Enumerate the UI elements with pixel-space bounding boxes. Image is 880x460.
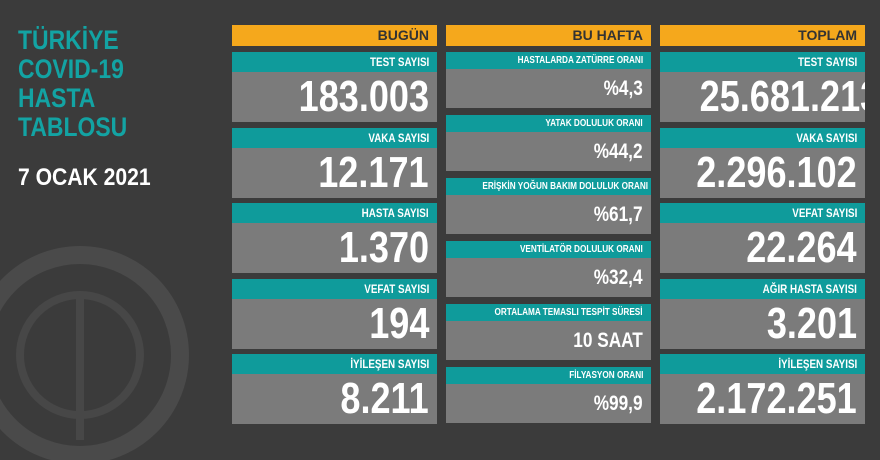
label-text: VAKA SAYISI — [368, 130, 429, 145]
value-text: 8.211 — [340, 374, 429, 423]
row-label: AĞIR HASTA SAYISI — [660, 278, 865, 299]
row-label: İYİLEŞEN SAYISI — [660, 354, 865, 374]
row-value: %61,7 — [446, 195, 651, 234]
title-line: TÜRKİYE — [18, 25, 119, 55]
label-text: AĞIR HASTA SAYISI — [762, 281, 857, 296]
value-text: 2.296.102 — [696, 147, 857, 197]
value-text: 1.370 — [338, 223, 429, 272]
label-text: VENTİLATÖR DOLULUK ORANI — [520, 244, 643, 255]
row-value: 8.211 — [232, 374, 437, 424]
value-text: %4,3 — [603, 77, 643, 100]
row-label: FİLYASYON ORANI — [446, 367, 651, 384]
label-text: TEST SAYISI — [797, 55, 857, 69]
column-header: BU HAFTA — [446, 25, 651, 46]
value-text: %44,2 — [594, 140, 643, 163]
label-text: İYİLEŞEN SAYISI — [350, 357, 429, 371]
label-text: İYİLEŞEN SAYISI — [778, 357, 857, 371]
label-text: YATAK DOLULUK ORANI — [545, 118, 643, 129]
value-text: 194 — [368, 298, 429, 348]
row-value: 22.264 — [660, 223, 865, 273]
label-text: ERİŞKİN YOĞUN BAKIM DOLULUK ORANI — [482, 181, 649, 192]
title-line: HASTA — [18, 83, 96, 113]
row-value: 25.681.213 — [660, 72, 865, 122]
column-header: TOPLAM — [660, 25, 865, 46]
label-text: VEFAT SAYISI — [363, 281, 429, 296]
value-text: 25.681.213 — [699, 72, 865, 121]
row-label: TEST SAYISI — [660, 52, 865, 72]
label-text: HASTA SAYISI — [362, 206, 429, 220]
row-label: VEFAT SAYISI — [232, 278, 437, 299]
row-label: HASTA SAYISI — [232, 203, 437, 223]
value-text: 10 SAAT — [573, 329, 643, 352]
row-label: VAKA SAYISI — [660, 127, 865, 148]
label-text: FİLYASYON ORANI — [568, 370, 643, 381]
date: 7 OCAK 2021 — [18, 164, 151, 191]
row-value: 1.370 — [232, 223, 437, 273]
label-text: HASTALARDA ZATÜRRE ORANI — [517, 55, 643, 66]
title-line: COVID-19 — [18, 54, 124, 84]
row-label: ORTALAMA TEMASLI TESPİT SÜRESİ — [446, 304, 651, 321]
row-value: 2.172.251 — [660, 374, 865, 424]
row-label: HASTALARDA ZATÜRRE ORANI — [446, 52, 651, 69]
label-text: VEFAT SAYISI — [791, 206, 857, 220]
row-label: VAKA SAYISI — [232, 127, 437, 148]
row-label: ERİŞKİN YOĞUN BAKIM DOLULUK ORANI — [446, 178, 651, 195]
label-text: ORTALAMA TEMASLI TESPİT SÜRESİ — [494, 307, 643, 318]
value-text: %32,4 — [594, 266, 643, 289]
value-text: %61,7 — [594, 203, 643, 226]
row-value: %32,4 — [446, 258, 651, 297]
row-value: 10 SAAT — [446, 321, 651, 360]
title-line: TABLOSU — [18, 112, 128, 142]
label-text: VAKA SAYISI — [796, 130, 857, 145]
row-value: 12.171 — [232, 147, 437, 198]
row-label: YATAK DOLULUK ORANI — [446, 115, 651, 132]
row-value: %99,9 — [446, 384, 651, 423]
row-label: İYİLEŞEN SAYISI — [232, 354, 437, 374]
row-value: 194 — [232, 298, 437, 349]
column-header: BUGÜN — [232, 25, 437, 46]
row-label: TEST SAYISI — [232, 52, 437, 72]
row-value: 3.201 — [660, 298, 865, 349]
value-text: %99,9 — [594, 392, 643, 415]
value-text: 3.201 — [766, 298, 857, 348]
emblem-watermark — [0, 246, 189, 460]
label-text: TEST SAYISI — [369, 55, 429, 69]
row-label: VEFAT SAYISI — [660, 203, 865, 223]
row-value: %44,2 — [446, 132, 651, 171]
row-value: %4,3 — [446, 69, 651, 108]
value-text: 2.172.251 — [696, 374, 857, 423]
row-label: VENTİLATÖR DOLULUK ORANI — [446, 241, 651, 258]
value-text: 183.003 — [298, 72, 429, 121]
value-text: 22.264 — [746, 223, 857, 272]
value-text: 12.171 — [318, 147, 429, 197]
row-value: 2.296.102 — [660, 147, 865, 198]
row-value: 183.003 — [232, 72, 437, 122]
